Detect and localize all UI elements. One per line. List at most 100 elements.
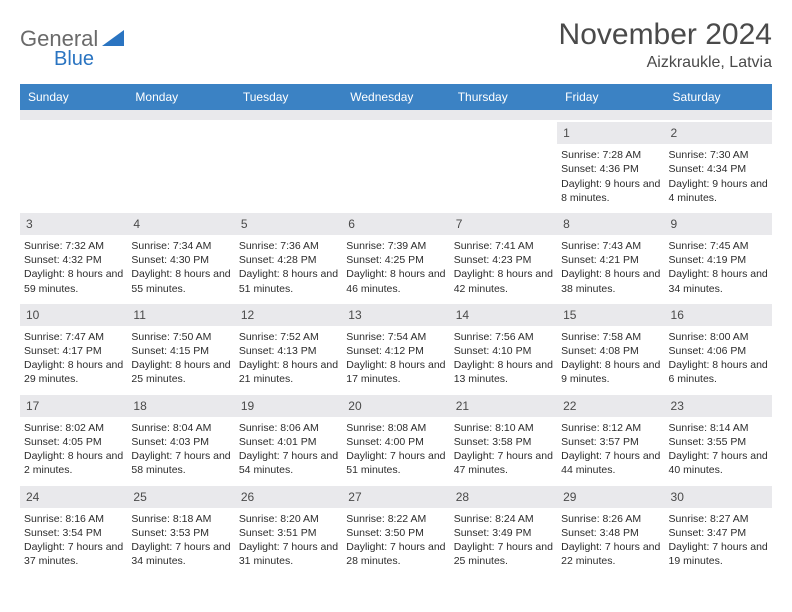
day-header-cell: Monday [127,84,234,110]
day-cell: 7Sunrise: 7:41 AMSunset: 4:23 PMDaylight… [450,211,557,302]
day-cell: 2Sunrise: 7:30 AMSunset: 4:34 PMDaylight… [665,120,772,211]
date-number: 10 [20,304,127,326]
sunrise-text: Sunrise: 8:04 AM [131,421,230,435]
date-number [235,122,342,140]
day-cell: 15Sunrise: 7:58 AMSunset: 4:08 PMDayligh… [557,302,664,393]
day-cell: 13Sunrise: 7:54 AMSunset: 4:12 PMDayligh… [342,302,449,393]
day-cell: 6Sunrise: 7:39 AMSunset: 4:25 PMDaylight… [342,211,449,302]
day-cell: 11Sunrise: 7:50 AMSunset: 4:15 PMDayligh… [127,302,234,393]
daylight-text: Daylight: 8 hours and 21 minutes. [239,358,338,386]
sunrise-text: Sunrise: 7:47 AM [24,330,123,344]
sunset-text: Sunset: 3:48 PM [561,526,660,540]
sunset-text: Sunset: 4:13 PM [239,344,338,358]
sunrise-text: Sunrise: 8:26 AM [561,512,660,526]
daylight-text: Daylight: 7 hours and 22 minutes. [561,540,660,568]
date-number: 17 [20,395,127,417]
daylight-text: Daylight: 7 hours and 44 minutes. [561,449,660,477]
day-cell [127,120,234,211]
daylight-text: Daylight: 7 hours and 51 minutes. [346,449,445,477]
sunset-text: Sunset: 4:19 PM [669,253,768,267]
date-number: 18 [127,395,234,417]
date-number: 11 [127,304,234,326]
daylight-text: Daylight: 7 hours and 28 minutes. [346,540,445,568]
sunset-text: Sunset: 4:34 PM [669,162,768,176]
date-number: 3 [20,213,127,235]
day-cell: 24Sunrise: 8:16 AMSunset: 3:54 PMDayligh… [20,484,127,575]
sunset-text: Sunset: 4:30 PM [131,253,230,267]
date-number: 2 [665,122,772,144]
sunset-text: Sunset: 4:15 PM [131,344,230,358]
sunset-text: Sunset: 3:58 PM [454,435,553,449]
sunrise-text: Sunrise: 7:32 AM [24,239,123,253]
sunset-text: Sunset: 3:49 PM [454,526,553,540]
daylight-text: Daylight: 7 hours and 40 minutes. [669,449,768,477]
header: General Blue November 2024 Aizkraukle, L… [20,18,772,72]
logo-triangle-icon [102,26,124,52]
day-cell: 5Sunrise: 7:36 AMSunset: 4:28 PMDaylight… [235,211,342,302]
sunset-text: Sunset: 3:47 PM [669,526,768,540]
daylight-text: Daylight: 7 hours and 58 minutes. [131,449,230,477]
sunset-text: Sunset: 3:50 PM [346,526,445,540]
day-cell: 26Sunrise: 8:20 AMSunset: 3:51 PMDayligh… [235,484,342,575]
date-number: 9 [665,213,772,235]
sunrise-text: Sunrise: 7:50 AM [131,330,230,344]
weeks-container: 1Sunrise: 7:28 AMSunset: 4:36 PMDaylight… [20,120,772,574]
sunset-text: Sunset: 4:21 PM [561,253,660,267]
day-cell: 20Sunrise: 8:08 AMSunset: 4:00 PMDayligh… [342,393,449,484]
day-cell: 29Sunrise: 8:26 AMSunset: 3:48 PMDayligh… [557,484,664,575]
date-number: 25 [127,486,234,508]
date-number: 12 [235,304,342,326]
day-header-cell: Friday [557,84,664,110]
date-number: 21 [450,395,557,417]
day-header-cell: Wednesday [342,84,449,110]
daylight-text: Daylight: 8 hours and 17 minutes. [346,358,445,386]
sunrise-text: Sunrise: 8:16 AM [24,512,123,526]
sunrise-text: Sunrise: 7:45 AM [669,239,768,253]
sunset-text: Sunset: 3:54 PM [24,526,123,540]
daylight-text: Daylight: 8 hours and 9 minutes. [561,358,660,386]
day-header-cell: Thursday [450,84,557,110]
location-label: Aizkraukle, Latvia [559,54,772,72]
week-row: 3 Sunrise: 7:32 AMSunset: 4:32 PM Daylight… [20,211,772,302]
week-row: 1Sunrise: 7:28 AMSunset: 4:36 PMDaylight… [20,120,772,211]
day-cell: 28Sunrise: 8:24 AMSunset: 3:49 PMDayligh… [450,484,557,575]
sunrise-text: Sunrise: 8:06 AM [239,421,338,435]
sunrise-text: Sunrise: 8:12 AM [561,421,660,435]
date-number [342,122,449,140]
daylight-text: Daylight: 8 hours and 29 minutes. [24,358,123,386]
date-number: 24 [20,486,127,508]
sunrise-text: Sunrise: 8:14 AM [669,421,768,435]
week-row: 10Sunrise: 7:47 AMSunset: 4:17 PMDayligh… [20,302,772,393]
daylight-text: Daylight: 8 hours and 46 minutes. [346,267,445,295]
date-number: 16 [665,304,772,326]
week-row: 17Sunrise: 8:02 AMSunset: 4:05 PMDayligh… [20,393,772,484]
sunset-text: Sunset: 4:23 PM [454,253,553,267]
daylight-text: Daylight: 7 hours and 19 minutes. [669,540,768,568]
sunrise-text: Sunrise: 7:52 AM [239,330,338,344]
logo-text-blue: Blue [54,48,94,71]
sunrise-text: Sunrise: 8:20 AM [239,512,338,526]
sunset-text: Sunset: 4:25 PM [346,253,445,267]
daylight-text: Daylight: 8 hours and 42 minutes. [454,267,553,295]
sunset-text: Sunset: 3:57 PM [561,435,660,449]
day-cell: 17Sunrise: 8:02 AMSunset: 4:05 PMDayligh… [20,393,127,484]
sunrise-text: Sunrise: 7:28 AM [561,148,660,162]
day-cell: 10Sunrise: 7:47 AMSunset: 4:17 PMDayligh… [20,302,127,393]
date-number: 13 [342,304,449,326]
date-number: 26 [235,486,342,508]
date-number: 14 [450,304,557,326]
sunrise-text: Sunrise: 7:56 AM [454,330,553,344]
sunrise-text: Sunrise: 7:43 AM [561,239,660,253]
sunset-text: Sunset: 4:36 PM [561,162,660,176]
day-cell: 25Sunrise: 8:18 AMSunset: 3:53 PMDayligh… [127,484,234,575]
sunrise-text: Sunrise: 7:58 AM [561,330,660,344]
spacer-row [20,110,772,120]
day-cell: 1Sunrise: 7:28 AMSunset: 4:36 PMDaylight… [557,120,664,211]
daylight-text: Daylight: 7 hours and 25 minutes. [454,540,553,568]
day-cell: 14Sunrise: 7:56 AMSunset: 4:10 PMDayligh… [450,302,557,393]
day-cell: 23Sunrise: 8:14 AMSunset: 3:55 PMDayligh… [665,393,772,484]
sunset-text: Sunset: 4:32 PM [24,253,123,267]
daylight-text: Daylight: 7 hours and 34 minutes. [131,540,230,568]
day-header-cell: Sunday [20,84,127,110]
day-cell [450,120,557,211]
